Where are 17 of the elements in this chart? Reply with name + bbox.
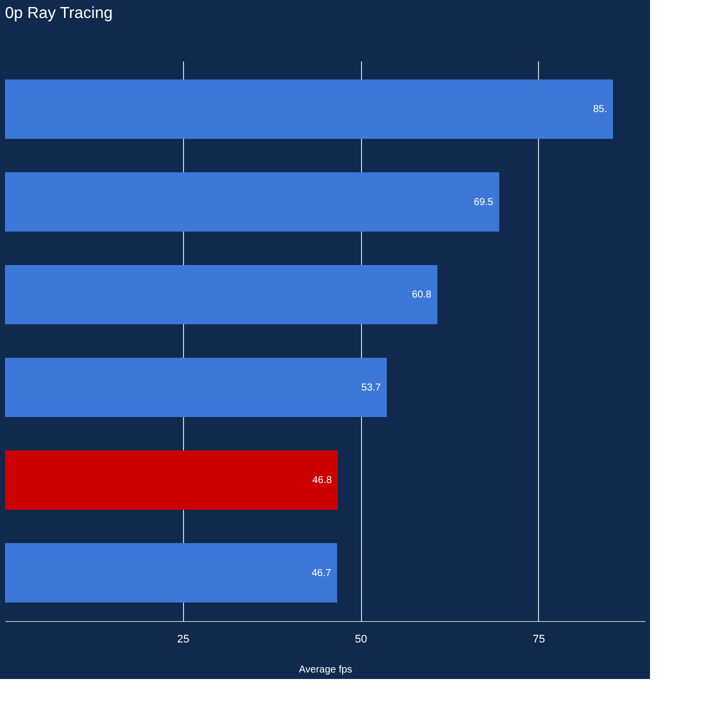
bar: [5, 80, 613, 139]
data-label: 60.8: [412, 290, 432, 301]
data-label: 69.5: [474, 196, 494, 208]
data-label: 53.7: [361, 382, 382, 394]
x-tick-label: 50: [354, 634, 368, 646]
x-tick-label: 75: [532, 634, 545, 646]
x-axis-title: Average fps: [298, 664, 352, 676]
chart-title: 0p Ray Tracing: [5, 5, 113, 22]
x-tick-label: 25: [177, 634, 190, 646]
data-label: 46.7: [312, 568, 332, 579]
bar: [5, 264, 438, 324]
bar: [5, 172, 500, 232]
data-label: 85.: [593, 104, 607, 116]
bar: [5, 543, 338, 602]
bar: [5, 450, 338, 510]
bar: [5, 358, 387, 418]
data-label: 46.8: [312, 475, 332, 486]
